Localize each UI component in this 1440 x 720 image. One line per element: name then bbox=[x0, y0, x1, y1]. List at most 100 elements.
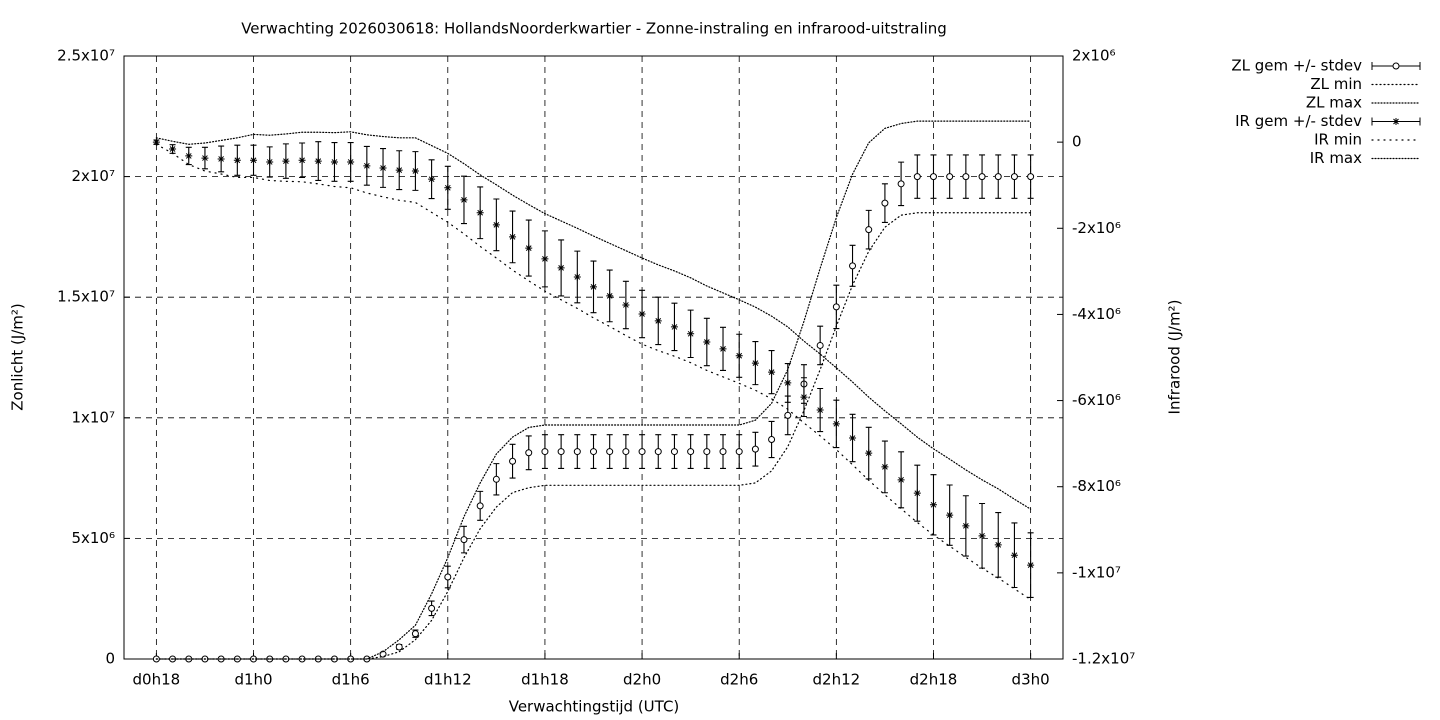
point bbox=[687, 448, 695, 456]
point bbox=[411, 167, 419, 175]
y-axis-label: Zonlicht (J/m²) bbox=[9, 303, 27, 411]
point bbox=[1010, 173, 1018, 181]
point bbox=[492, 221, 500, 229]
point bbox=[865, 226, 873, 234]
y2-tick-label: -2x10⁶ bbox=[1072, 219, 1121, 237]
y2-tick-label: -4x10⁶ bbox=[1072, 305, 1121, 323]
y2-axis-label: Infrarood (J/m²) bbox=[1166, 300, 1184, 415]
point bbox=[557, 448, 565, 456]
point bbox=[541, 448, 549, 456]
point bbox=[395, 166, 403, 174]
point bbox=[509, 233, 517, 241]
point bbox=[622, 301, 630, 309]
x-tick-label: d3h0 bbox=[1012, 671, 1050, 689]
point bbox=[185, 152, 193, 160]
point bbox=[525, 449, 533, 457]
point bbox=[330, 158, 338, 166]
point bbox=[298, 156, 306, 164]
x-tick-label: d2h0 bbox=[623, 671, 661, 689]
point bbox=[978, 532, 986, 540]
point bbox=[881, 199, 889, 207]
point bbox=[832, 420, 840, 428]
point bbox=[670, 323, 678, 331]
point bbox=[832, 303, 840, 311]
x-tick-label: d1h18 bbox=[521, 671, 569, 689]
y2-tick-label: 2x10⁶ bbox=[1072, 47, 1116, 65]
point bbox=[703, 338, 711, 346]
point bbox=[816, 341, 824, 349]
point bbox=[784, 379, 792, 387]
point bbox=[509, 457, 517, 465]
point bbox=[994, 173, 1002, 181]
range-line bbox=[155, 212, 1032, 660]
point bbox=[201, 154, 209, 162]
point bbox=[460, 536, 468, 544]
legend-label: IR max bbox=[1310, 149, 1362, 167]
point bbox=[768, 436, 776, 444]
range-line bbox=[155, 143, 1032, 601]
point bbox=[719, 345, 727, 353]
x-axis-label: Verwachtingstijd (UTC) bbox=[509, 698, 680, 716]
point bbox=[913, 173, 921, 181]
chart-title: Verwachting 2026030618: HollandsNoorderk… bbox=[241, 20, 947, 38]
point bbox=[1027, 173, 1035, 181]
point bbox=[476, 209, 484, 217]
y2-tick-label: 0 bbox=[1072, 133, 1082, 151]
point bbox=[363, 162, 371, 170]
legend-label: ZL max bbox=[1306, 94, 1362, 112]
point bbox=[606, 292, 614, 300]
point bbox=[946, 173, 954, 181]
point bbox=[1027, 561, 1035, 569]
point bbox=[654, 448, 662, 456]
x-tick-label: d2h18 bbox=[910, 671, 958, 689]
point bbox=[541, 255, 549, 263]
point bbox=[444, 184, 452, 192]
point bbox=[994, 541, 1002, 549]
point bbox=[800, 393, 808, 401]
x-tick-label: d0h18 bbox=[133, 671, 181, 689]
point bbox=[476, 502, 484, 510]
point bbox=[703, 448, 711, 456]
point bbox=[169, 145, 177, 153]
legend-marker bbox=[1392, 62, 1400, 70]
point bbox=[897, 476, 905, 484]
range-line bbox=[155, 120, 1032, 660]
point bbox=[962, 173, 970, 181]
y-tick-label: 1.5x10⁷ bbox=[57, 288, 115, 306]
y-tick-label: 1x10⁷ bbox=[71, 408, 115, 426]
point bbox=[638, 448, 646, 456]
point bbox=[913, 489, 921, 497]
range-line bbox=[155, 131, 1032, 510]
y-tick-label: 2x10⁷ bbox=[71, 167, 115, 185]
point bbox=[751, 359, 759, 367]
legend-label: IR min bbox=[1314, 131, 1362, 149]
point bbox=[152, 138, 160, 146]
point bbox=[250, 156, 258, 164]
point bbox=[622, 448, 630, 456]
x-tick-label: d1h6 bbox=[332, 671, 370, 689]
point bbox=[654, 317, 662, 325]
x-tick-label: d1h0 bbox=[234, 671, 272, 689]
point bbox=[849, 434, 857, 442]
point bbox=[670, 448, 678, 456]
point bbox=[379, 164, 387, 172]
point bbox=[784, 411, 792, 419]
point bbox=[687, 330, 695, 338]
point bbox=[347, 158, 355, 166]
legend-label: IR gem +/- stdev bbox=[1235, 112, 1362, 130]
point bbox=[735, 448, 743, 456]
point bbox=[525, 244, 533, 252]
x-tick-label: d2h6 bbox=[720, 671, 758, 689]
point bbox=[606, 448, 614, 456]
point bbox=[978, 173, 986, 181]
point bbox=[929, 173, 937, 181]
point bbox=[573, 448, 581, 456]
point bbox=[282, 157, 290, 165]
point bbox=[638, 310, 646, 318]
point bbox=[233, 156, 241, 164]
x-tick-label: d1h12 bbox=[424, 671, 472, 689]
legend-marker bbox=[1392, 118, 1400, 125]
point bbox=[946, 511, 954, 519]
point bbox=[492, 475, 500, 483]
y-tick-label: 5x10⁶ bbox=[71, 529, 115, 547]
